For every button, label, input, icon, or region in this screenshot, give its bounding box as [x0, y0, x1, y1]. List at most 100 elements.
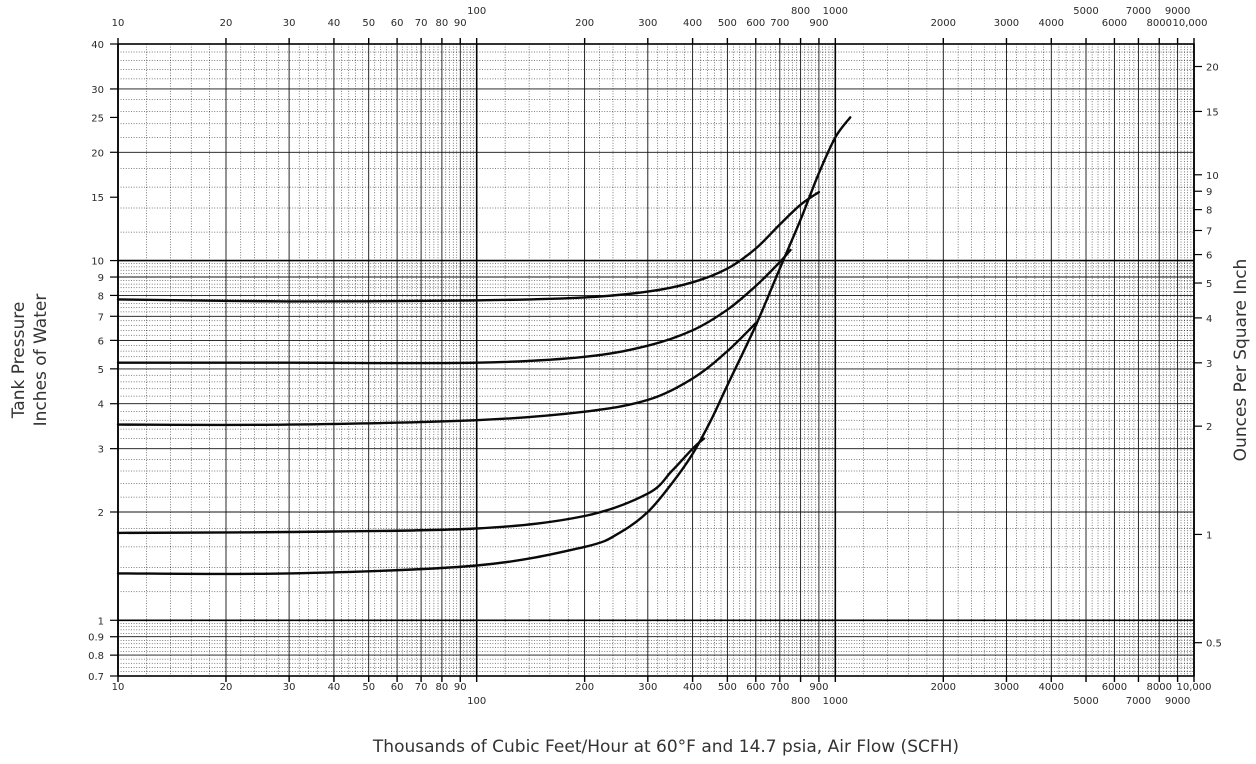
plot-frame — [117, 43, 1195, 677]
y-tick-left: 1 — [98, 616, 104, 627]
x-tick-bottom: 90 — [454, 682, 467, 693]
x-tick-bottom: 2000 — [931, 682, 956, 693]
chart-grid — [117, 43, 1195, 677]
curve-3 — [116, 321, 757, 427]
minor-grid-lines — [118, 44, 1194, 676]
major-grid-lines — [117, 43, 1195, 677]
x-tick-top: 5000 — [1073, 6, 1098, 17]
y-tick-right: 3 — [1206, 359, 1212, 370]
y-tick-right: 2 — [1206, 422, 1212, 433]
y-tick-right: 10 — [1206, 171, 1219, 182]
x-tick-bottom: 100 — [467, 696, 486, 707]
y-tick-right: 4 — [1206, 314, 1212, 325]
x-tick-bottom: 700 — [770, 682, 789, 693]
y-tick-right: 1 — [1206, 530, 1212, 541]
x-tick-top: 80 — [436, 18, 449, 29]
y-tick-right: 20 — [1206, 63, 1219, 74]
x-tick-bottom: 20 — [220, 682, 233, 693]
y-tick-right: 6 — [1206, 251, 1212, 262]
x-tick-bottom: 40 — [328, 682, 341, 693]
y-tick-right: 7 — [1206, 226, 1212, 237]
x-tick-bottom: 60 — [391, 682, 404, 693]
x-tick-bottom: 600 — [746, 682, 765, 693]
x-tick-bottom: 10 — [112, 682, 125, 693]
x-tick-top: 8000 — [1147, 18, 1172, 29]
x-tick-top: 700 — [770, 18, 789, 29]
curve-5 — [116, 116, 852, 576]
curve-2 — [116, 248, 792, 365]
y-tick-left: 5 — [98, 365, 104, 376]
y-tick-left: 2 — [98, 508, 104, 519]
x-tick-top: 900 — [809, 18, 828, 29]
x-tick-bottom: 70 — [415, 682, 428, 693]
y-tick-left: 0.8 — [88, 651, 104, 662]
x-tick-bottom: 5000 — [1073, 696, 1098, 707]
x-tick-top: 400 — [683, 18, 702, 29]
y-tick-left: 30 — [91, 85, 104, 96]
x-tick-bottom: 6000 — [1102, 682, 1127, 693]
y-tick-left: 7 — [98, 312, 104, 323]
x-tick-bottom: 400 — [683, 682, 702, 693]
x-tick-top: 600 — [746, 18, 765, 29]
x-tick-bottom: 500 — [718, 682, 737, 693]
y-axis-label-line-2: Inches of Water — [31, 294, 51, 427]
curve-4 — [116, 437, 706, 535]
x-tick-bottom: 900 — [809, 682, 828, 693]
y-tick-left: 10 — [91, 257, 104, 268]
y-tick-left: 40 — [91, 40, 104, 51]
x-tick-top: 7000 — [1126, 6, 1151, 17]
y-tick-right: 8 — [1206, 206, 1212, 217]
x-tick-bottom: 200 — [575, 682, 594, 693]
x-tick-bottom: 50 — [362, 682, 375, 693]
y-tick-left: 20 — [91, 148, 104, 159]
y-tick-left: 6 — [98, 336, 104, 347]
series-layer — [116, 116, 852, 576]
x-tick-top: 500 — [718, 18, 737, 29]
x-tick-top: 30 — [283, 18, 296, 29]
y-axis-label-line-1: Tank Pressure — [9, 302, 29, 420]
x-tick-top: 9000 — [1165, 6, 1190, 17]
y-tick-left: 8 — [98, 291, 104, 302]
x-tick-top: 3000 — [994, 18, 1019, 29]
plot-border — [117, 43, 1195, 677]
x-tick-bottom: 7000 — [1126, 696, 1151, 707]
x-tick-top: 10 — [112, 18, 125, 29]
x-tick-top: 300 — [638, 18, 657, 29]
y-tick-right: 5 — [1206, 279, 1212, 290]
x-tick-bottom: 10,000 — [1177, 682, 1212, 693]
x-tick-top: 1000 — [823, 6, 848, 17]
curve-1 — [116, 190, 821, 303]
y-tick-left: 3 — [98, 445, 104, 456]
x-tick-top: 6000 — [1102, 18, 1127, 29]
x-tick-top: 2000 — [931, 18, 956, 29]
y-tick-left: 15 — [91, 193, 104, 204]
x-tick-bottom: 30 — [283, 682, 296, 693]
x-tick-bottom: 300 — [638, 682, 657, 693]
x-tick-top: 70 — [415, 18, 428, 29]
x-tick-bottom: 4000 — [1039, 682, 1064, 693]
y-tick-right: 15 — [1206, 107, 1219, 118]
x-tick-bottom: 1000 — [823, 696, 848, 707]
x-tick-bottom: 80 — [436, 682, 449, 693]
x-tick-top: 4000 — [1039, 18, 1064, 29]
y-tick-left: 0.9 — [88, 633, 104, 644]
x-tick-top: 90 — [454, 18, 467, 29]
x-tick-top: 60 — [391, 18, 404, 29]
y-tick-left: 0.7 — [88, 672, 104, 683]
decade-grid-lines — [117, 44, 1195, 676]
y-tick-left: 9 — [98, 273, 104, 284]
x-tick-top: 50 — [362, 18, 375, 29]
x-tick-top: 200 — [575, 18, 594, 29]
x-tick-top: 40 — [328, 18, 341, 29]
y-tick-left: 4 — [98, 400, 104, 411]
x-tick-bottom: 9000 — [1165, 696, 1190, 707]
x-axis-label: Thousands of Cubic Feet/Hour at 60°F and… — [372, 737, 959, 757]
x-tick-top: 20 — [220, 18, 233, 29]
y-tick-left: 25 — [91, 113, 104, 124]
y2-axis-label: Ounces Per Square Inch — [1231, 259, 1251, 462]
x-tick-top: 100 — [467, 6, 486, 17]
x-tick-bottom: 800 — [791, 696, 810, 707]
y-tick-right: 9 — [1206, 187, 1212, 198]
